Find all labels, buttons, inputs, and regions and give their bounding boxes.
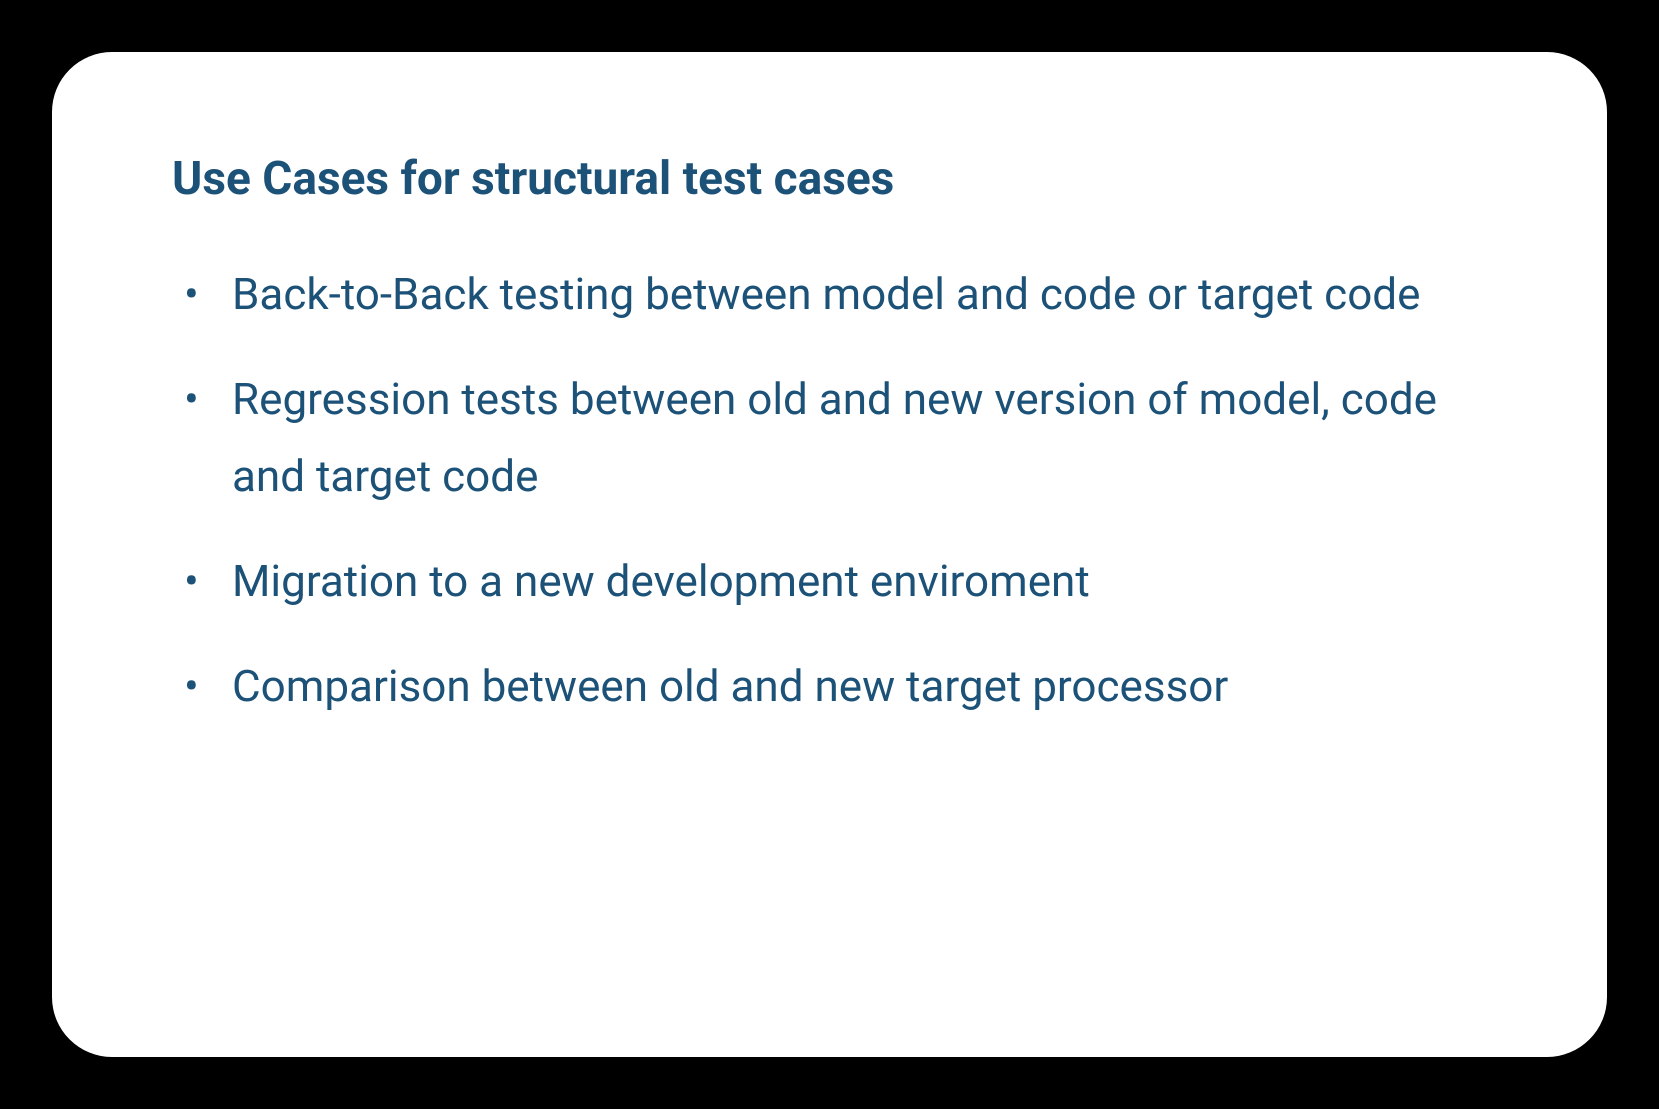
use-cases-card: Use Cases for structural test cases Back… bbox=[52, 52, 1607, 1057]
card-heading: Use Cases for structural test cases bbox=[172, 152, 1487, 206]
use-cases-list: Back-to-Back testing between model and c… bbox=[172, 256, 1487, 725]
list-item: Comparison between old and new target pr… bbox=[172, 648, 1487, 725]
list-item: Migration to a new development enviromen… bbox=[172, 543, 1487, 620]
list-item: Back-to-Back testing between model and c… bbox=[172, 256, 1487, 333]
list-item: Regression tests between old and new ver… bbox=[172, 361, 1487, 515]
